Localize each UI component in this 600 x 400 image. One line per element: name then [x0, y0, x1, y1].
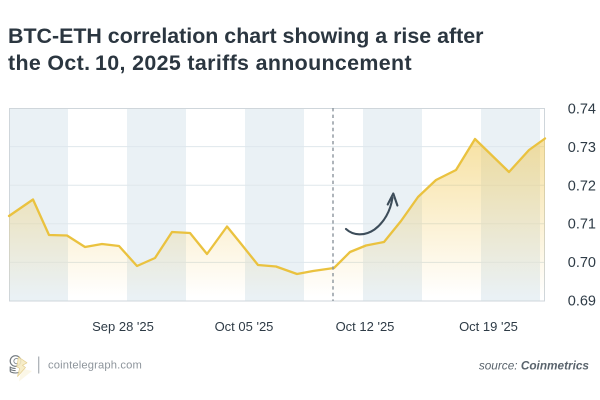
svg-text:0.74: 0.74	[568, 102, 596, 118]
svg-text:0.70: 0.70	[568, 255, 596, 271]
svg-text:Oct 19 '25: Oct 19 '25	[459, 319, 518, 334]
svg-text:0.73: 0.73	[568, 140, 596, 156]
svg-text:Oct 05 '25: Oct 05 '25	[215, 319, 274, 334]
svg-text:Oct 12 '25: Oct 12 '25	[336, 319, 395, 334]
svg-text:Sep 28 '25: Sep 28 '25	[92, 319, 154, 334]
svg-text:source: Coinmetrics: source: Coinmetrics	[479, 359, 590, 373]
svg-text:cointelegraph.com: cointelegraph.com	[48, 360, 142, 372]
svg-text:0.72: 0.72	[568, 178, 596, 194]
svg-text:0.71: 0.71	[568, 217, 596, 233]
svg-text:0.69: 0.69	[568, 294, 596, 310]
